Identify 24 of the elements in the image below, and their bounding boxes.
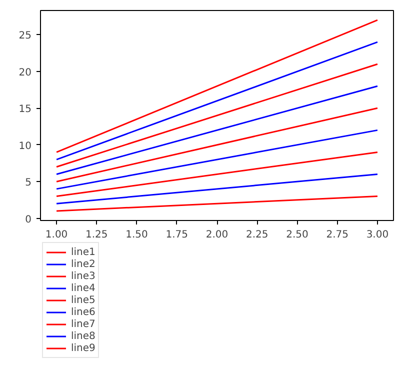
legend-label: line1 xyxy=(71,246,96,258)
legend-label: line6 xyxy=(71,306,96,318)
x-tick-label: 1.75 xyxy=(166,230,188,240)
legend-label: line9 xyxy=(71,342,96,354)
x-tick-label: 2.75 xyxy=(326,230,348,240)
legend-label: line7 xyxy=(71,318,96,330)
y-tick-label: 20 xyxy=(18,67,32,78)
x-tick-label: 2.50 xyxy=(286,230,308,240)
legend-label: line3 xyxy=(71,270,96,282)
x-tick-label: 2.25 xyxy=(246,230,268,240)
y-tick-label: 15 xyxy=(18,104,32,116)
legend-label: line5 xyxy=(71,294,96,306)
x-tick-label: 2.00 xyxy=(206,230,228,240)
legend-label: line8 xyxy=(71,330,96,342)
legend-label: line4 xyxy=(71,282,96,294)
y-tick-label: 25 xyxy=(18,30,32,42)
x-tick-label: 1.00 xyxy=(45,230,68,240)
y-tick-label: 10 xyxy=(18,140,32,152)
y-tick-label: 0 xyxy=(25,214,32,226)
x-tick-label: 3.00 xyxy=(366,230,389,240)
legend-label: line2 xyxy=(71,258,96,270)
x-tick-label: 1.50 xyxy=(126,230,148,240)
x-tick-label: 1.25 xyxy=(86,230,108,240)
y-tick-label: 5 xyxy=(25,178,32,189)
